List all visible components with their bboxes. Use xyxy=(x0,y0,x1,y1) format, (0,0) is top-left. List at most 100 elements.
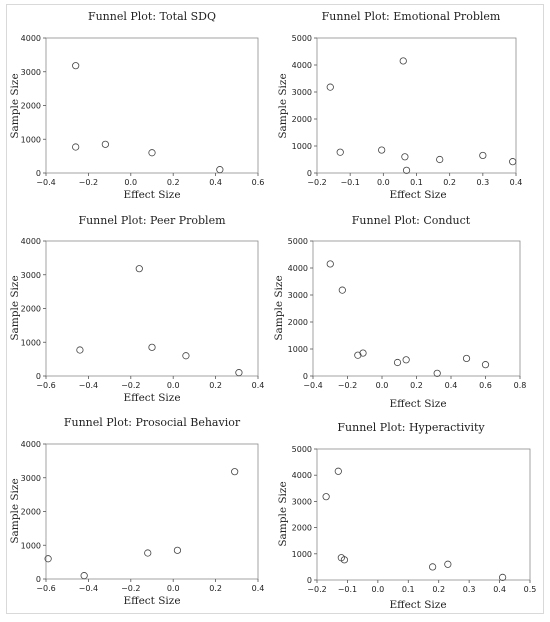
data-point xyxy=(378,146,386,154)
data-point xyxy=(481,361,490,369)
x-tick-label: −0.4 xyxy=(79,584,98,593)
y-tick-label: 0 xyxy=(307,169,312,178)
data-point xyxy=(429,563,437,571)
y-tick-label: 1000 xyxy=(21,135,41,144)
plot-title: Funnel Plot: Prosocial Behavior xyxy=(64,416,241,429)
x-axis-label: Effect Size xyxy=(389,398,446,410)
y-tick-label: 3000 xyxy=(21,474,41,483)
x-tick-label: 0.6 xyxy=(479,381,492,390)
x-tick-label: −0.1 xyxy=(340,178,359,187)
x-tick-label: −0.4 xyxy=(36,178,55,187)
data-point xyxy=(354,351,362,359)
plot-title: Funnel Plot: Total SDQ xyxy=(88,10,216,23)
plot-title: Funnel Plot: Peer Problem xyxy=(78,214,226,227)
y-tick-label: 0 xyxy=(36,169,41,178)
funnel-plot-3: Funnel Plot: Peer Problem −0.6 −0.4 −0.2 0.0… xyxy=(9,214,264,404)
data-point xyxy=(80,572,88,580)
y-tick-label: 4000 xyxy=(21,440,41,449)
x-tick-label: 0.2 xyxy=(432,585,445,594)
funnel-plot-5: Funnel Plot: Prosocial Behavior −0.6 −0.4 −… xyxy=(9,416,264,607)
data-point xyxy=(72,143,80,151)
x-tick-label: 0.0 xyxy=(371,585,384,594)
y-tick-label: 0 xyxy=(36,372,41,381)
plot-frame xyxy=(312,240,521,377)
x-tick-label: 0.1 xyxy=(410,178,423,187)
x-tick-label: 0.2 xyxy=(443,178,456,187)
x-axis-label: Effect Size xyxy=(123,189,180,201)
x-tick-label: 0.1 xyxy=(402,585,415,594)
x-tick-label: 0.2 xyxy=(167,178,180,187)
y-tick-label: 0 xyxy=(36,575,41,584)
funnel-plot-2: Funnel Plot: Emotional Problem −0.2 −0.1 0.… xyxy=(277,10,522,201)
y-axis-label: Sample Size xyxy=(273,275,285,340)
data-point xyxy=(402,166,411,174)
data-point xyxy=(336,148,344,156)
x-tick-label: 0.4 xyxy=(252,381,265,390)
data-point xyxy=(173,546,182,554)
y-tick-label: 4000 xyxy=(292,471,312,480)
data-point xyxy=(322,493,330,501)
data-point xyxy=(216,166,224,174)
x-tick-label: 0.0 xyxy=(124,178,137,187)
x-tick-label: 0.6 xyxy=(252,178,265,187)
data-point xyxy=(334,467,342,475)
data-point xyxy=(72,62,80,70)
funnel-plot-6: Funnel Plot: Hyperactivity −0.2 −0.1 0.0 0.1… xyxy=(277,421,536,611)
data-point xyxy=(393,358,402,367)
y-tick-label: 0 xyxy=(307,576,312,585)
x-tick-label: 0.8 xyxy=(514,381,527,390)
plot-title: Funnel Plot: Conduct xyxy=(352,214,471,227)
y-tick-label: 2000 xyxy=(288,318,308,327)
x-tick-label: 0.4 xyxy=(445,381,458,390)
data-point xyxy=(144,549,152,557)
y-tick-label: 1000 xyxy=(288,345,308,354)
x-axis-label: Effect Size xyxy=(389,189,446,201)
y-tick-label: 5000 xyxy=(288,237,308,246)
data-point xyxy=(44,555,52,563)
data-point xyxy=(479,151,487,160)
y-axis-label: Sample Size xyxy=(9,275,21,340)
data-point xyxy=(499,573,507,581)
plot-frame xyxy=(45,37,259,174)
x-tick-label: 0.5 xyxy=(524,585,537,594)
x-tick-label: −0.4 xyxy=(79,381,98,390)
x-axis-label: Effect Size xyxy=(389,599,446,611)
data-point xyxy=(235,369,243,377)
data-point xyxy=(135,265,143,273)
y-tick-label: 0 xyxy=(303,372,308,381)
y-tick-label: 1000 xyxy=(292,550,312,559)
x-tick-label: 0.2 xyxy=(209,381,222,390)
y-tick-label: 3000 xyxy=(292,497,312,506)
y-axis-label: Sample Size xyxy=(9,478,21,543)
data-point xyxy=(148,343,156,351)
data-point xyxy=(340,556,348,564)
data-point xyxy=(326,260,334,268)
y-axis-label: Sample Size xyxy=(277,481,289,546)
y-tick-label: 4000 xyxy=(288,264,308,273)
x-tick-label: 0.0 xyxy=(377,178,390,187)
data-point xyxy=(76,346,84,354)
y-axis-label: Sample Size xyxy=(9,73,21,138)
x-tick-label: −0.2 xyxy=(121,381,140,390)
x-tick-label: 0.2 xyxy=(209,584,222,593)
data-point xyxy=(338,286,346,294)
x-tick-label: 0.4 xyxy=(510,178,523,187)
x-tick-label: 0.4 xyxy=(493,585,506,594)
y-tick-label: 3000 xyxy=(288,291,308,300)
funnel-plot-4: Funnel Plot: Conduct −0.4 −0.2 0.0 0.2 0.4 0.6… xyxy=(273,214,526,410)
y-tick-label: 2000 xyxy=(21,102,41,111)
funnel-plot-1: Funnel Plot: Total SDQ −0.4 −0.2 0.0 0.2 0.4 0… xyxy=(9,10,264,201)
x-tick-label: 0.3 xyxy=(463,585,476,594)
data-point xyxy=(148,149,156,157)
y-tick-label: 2000 xyxy=(292,524,312,533)
plot-frame xyxy=(316,37,517,174)
y-tick-label: 3000 xyxy=(292,88,312,97)
x-tick-label: −0.6 xyxy=(36,381,55,390)
x-tick-label: −0.4 xyxy=(303,381,322,390)
y-tick-label: 2000 xyxy=(21,305,41,314)
data-point xyxy=(359,349,367,357)
data-point xyxy=(101,140,109,148)
plot-frame xyxy=(316,448,531,581)
y-tick-label: 1000 xyxy=(292,142,312,151)
